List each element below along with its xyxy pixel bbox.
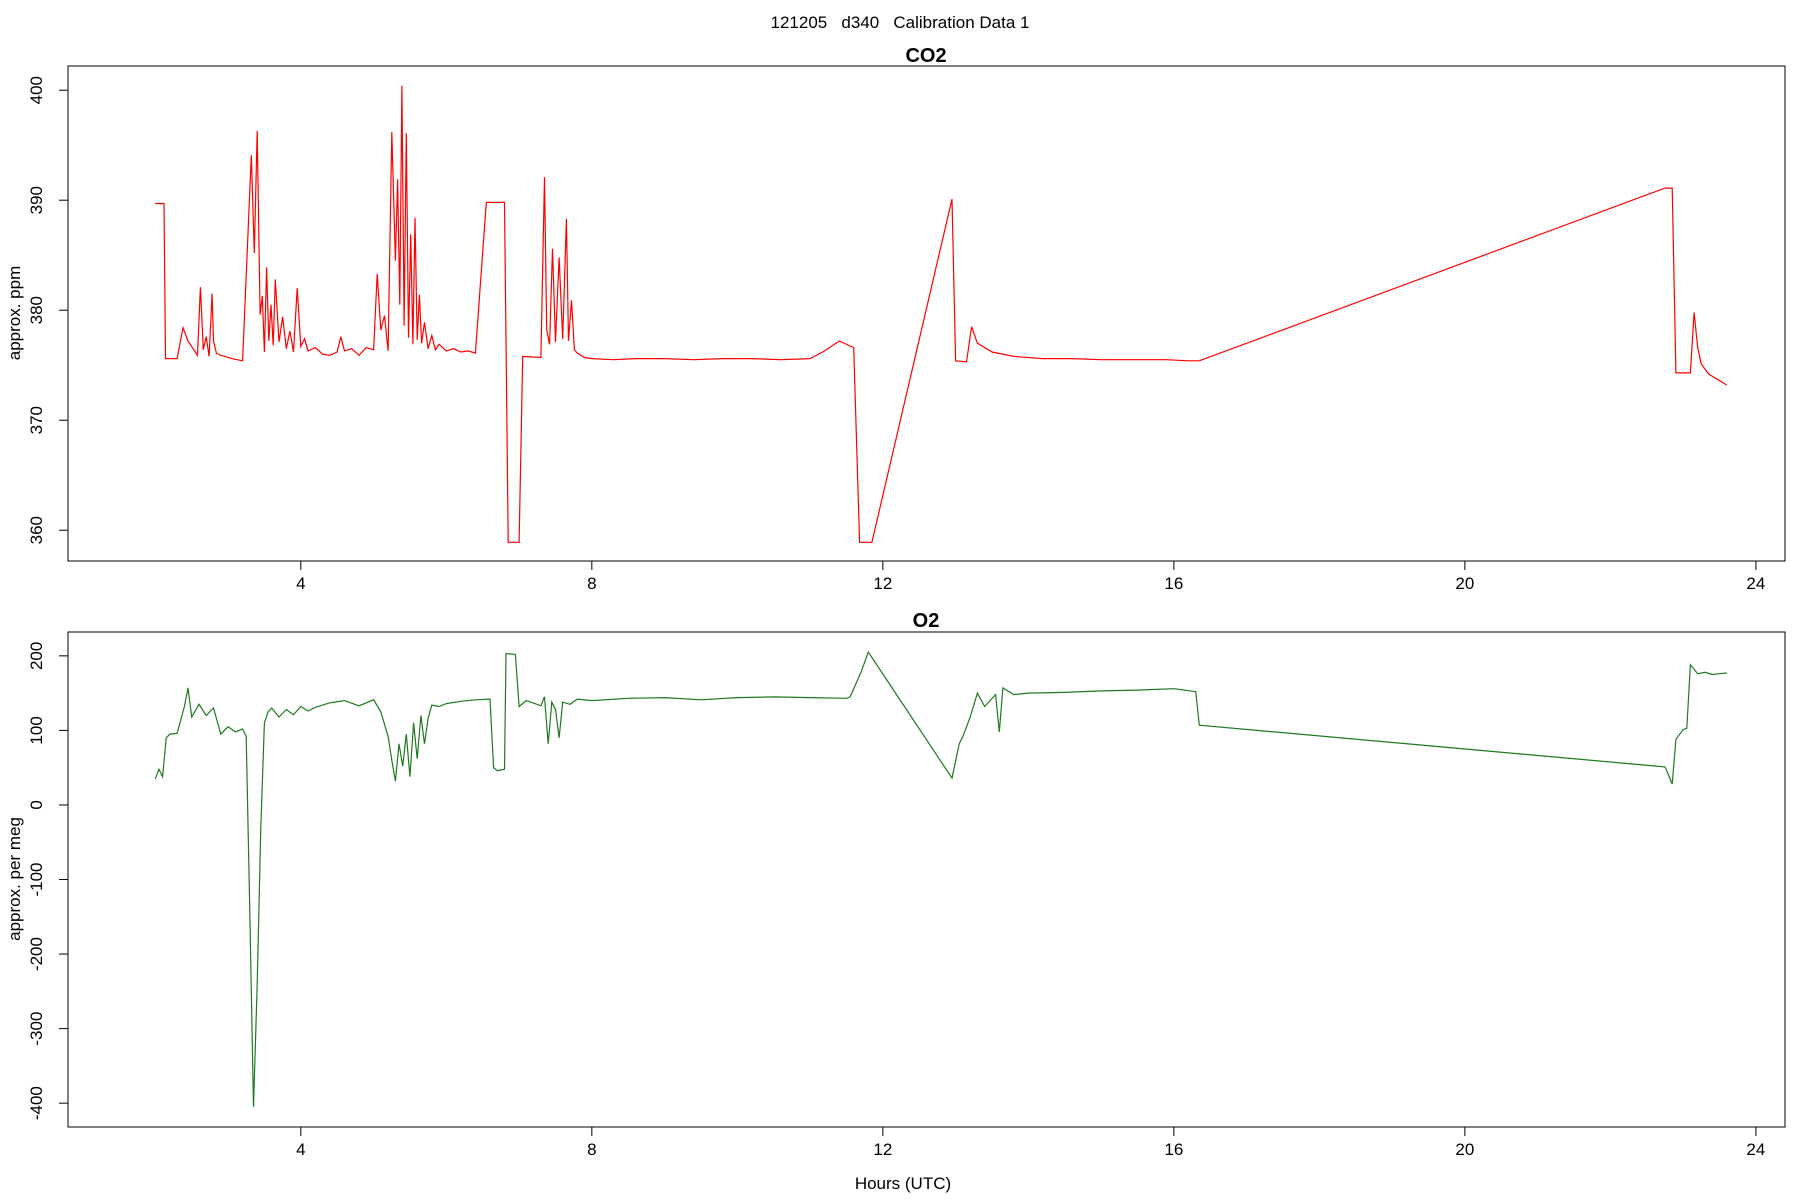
o2-x-tick-label: 4 — [296, 1140, 305, 1159]
co2-y-axis-label: approx. ppm — [5, 266, 24, 361]
o2-y-tick-label: 200 — [27, 642, 46, 670]
o2-y-tick-label: 0 — [27, 800, 46, 809]
o2-x-tick-label: 24 — [1746, 1140, 1765, 1159]
o2-panel-title: O2 — [913, 610, 940, 632]
co2-x-tick-label: 4 — [296, 574, 305, 593]
co2-y-tick-label: 360 — [27, 516, 46, 544]
o2-y-tick-label: -100 — [27, 862, 46, 896]
o2-panel: O2 approx. per meg Hours (UTC) 4 8 12 16 20 2… — [5, 610, 1786, 1193]
co2-series-line — [155, 85, 1728, 543]
o2-plot-frame — [67, 631, 1786, 1128]
o2-x-tick-label: 8 — [587, 1140, 596, 1159]
o2-y-tick-label: 100 — [27, 716, 46, 744]
o2-x-axis-label: Hours (UTC) — [855, 1174, 951, 1193]
o2-y-tick-label: -200 — [27, 937, 46, 971]
co2-panel: CO2 approx. ppm 4 8 12 16 20 24 360 370 380 390 4… — [5, 45, 1786, 593]
co2-panel-title: CO2 — [905, 45, 946, 67]
co2-plot-frame — [67, 65, 1786, 562]
co2-x-tick-label: 8 — [587, 574, 596, 593]
figure-suptitle: 121205 d340 Calibration Data 1 — [771, 13, 1030, 32]
co2-x-tick-label: 20 — [1455, 574, 1474, 593]
co2-x-axis: 4 8 12 16 20 24 — [296, 561, 1765, 593]
o2-x-tick-label: 16 — [1164, 1140, 1183, 1159]
co2-x-tick-label: 24 — [1746, 574, 1765, 593]
o2-y-tick-label: -400 — [27, 1086, 46, 1120]
o2-y-axis: -400 -300 -200 -100 0 100 200 — [27, 642, 68, 1120]
o2-x-tick-label: 20 — [1455, 1140, 1474, 1159]
co2-y-tick-label: 370 — [27, 406, 46, 434]
o2-y-tick-label: -300 — [27, 1012, 46, 1046]
o2-series-line — [154, 650, 1727, 1107]
o2-x-axis: 4 8 12 16 20 24 — [296, 1127, 1765, 1159]
co2-y-tick-label: 390 — [27, 186, 46, 214]
co2-y-tick-label: 400 — [27, 76, 46, 104]
co2-y-axis: 360 370 380 390 400 — [27, 76, 68, 544]
o2-x-tick-label: 12 — [873, 1140, 892, 1159]
o2-y-axis-label: approx. per meg — [5, 817, 24, 941]
co2-x-tick-label: 12 — [873, 574, 892, 593]
co2-x-tick-label: 16 — [1164, 574, 1183, 593]
co2-y-tick-label: 380 — [27, 296, 46, 324]
